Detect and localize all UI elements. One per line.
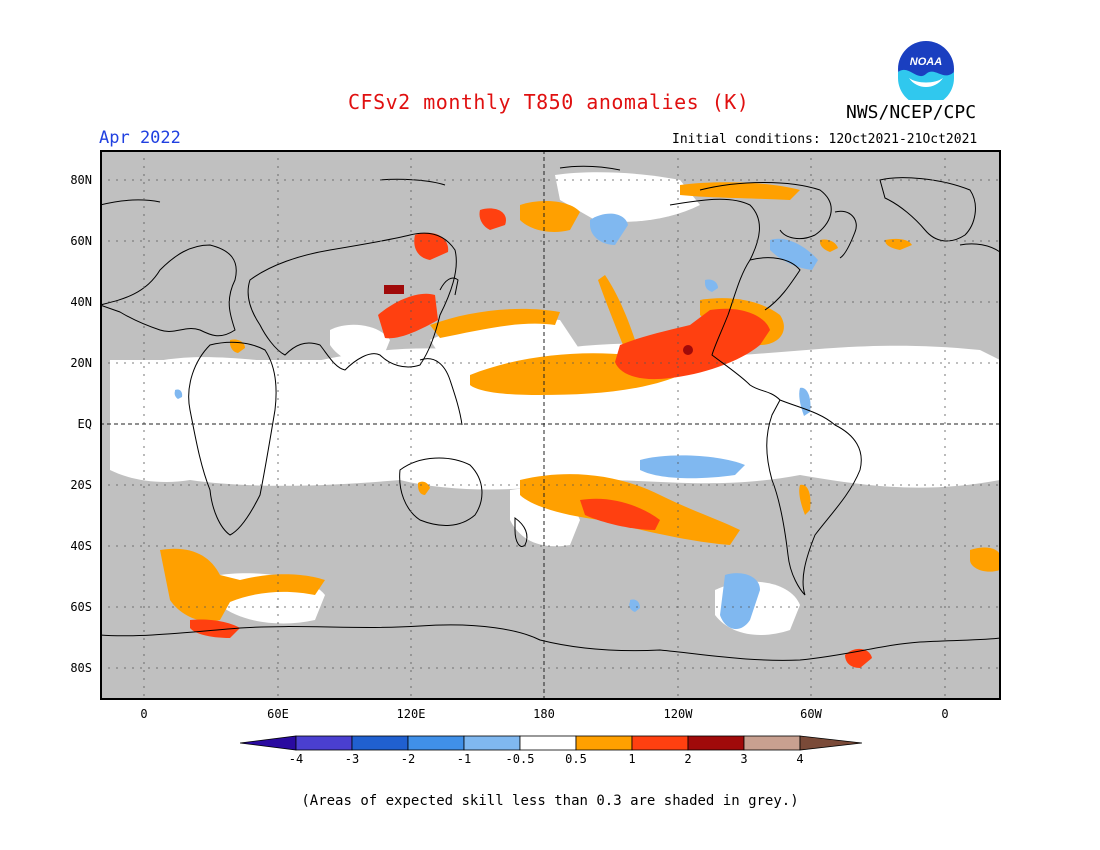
colorbar-seg-6 xyxy=(575,735,633,751)
colorbar-label: 4 xyxy=(796,752,804,766)
colorbar-seg-7 xyxy=(631,735,689,751)
colorbar-seg-10 xyxy=(799,735,862,751)
colorbar-label: -0.5 xyxy=(505,752,535,766)
lat-label-40n: 40N xyxy=(70,295,92,309)
colorbar-seg-8 xyxy=(687,735,745,751)
anomaly-neg-1-to-neg-0-5 xyxy=(174,213,818,630)
lon-label-120e: 120E xyxy=(396,707,426,721)
colorbar-label: -2 xyxy=(400,752,416,766)
colorbar-seg-1 xyxy=(295,735,353,751)
lon-label-60e: 60E xyxy=(267,707,289,721)
equator-dateline xyxy=(100,150,1001,700)
colorbar-seg-4 xyxy=(463,735,521,751)
colorbar-label: 1 xyxy=(628,752,636,766)
agency-label: NWS/NCEP/CPC xyxy=(846,102,977,123)
anomaly-1-to-2 xyxy=(190,208,872,668)
skill-footnote: (Areas of expected skill less than 0.3 a… xyxy=(301,793,799,809)
colorbar-label: 3 xyxy=(740,752,748,766)
lat-label-20n: 20N xyxy=(70,356,92,370)
map-title: CFSv2 monthly T850 anomalies (K) xyxy=(348,90,750,114)
coastlines xyxy=(100,165,1001,661)
white-regions xyxy=(110,172,1000,635)
lon-label-60w: 60W xyxy=(800,707,822,721)
colorbar-seg-0 xyxy=(240,735,297,751)
colorbar-seg-3 xyxy=(407,735,465,751)
lat-label-20s: 20S xyxy=(70,478,92,492)
lon-label-0-east: 0 xyxy=(941,707,949,721)
lon-label-180: 180 xyxy=(533,707,555,721)
colorbar-seg-5 xyxy=(519,735,577,751)
lat-label-60s: 60S xyxy=(70,600,92,614)
lon-label-0: 0 xyxy=(140,707,148,721)
noaa-logo-text: NOAA xyxy=(910,56,942,68)
colorbar-seg-9 xyxy=(743,735,801,751)
colorbar-label: -1 xyxy=(456,752,472,766)
colorbar-label: -3 xyxy=(344,752,360,766)
colorbar-label: 2 xyxy=(684,752,692,766)
colorbar-label: -4 xyxy=(288,752,304,766)
lon-label-120w: 120W xyxy=(663,707,693,721)
lat-label-40s: 40S xyxy=(70,539,92,553)
initial-conditions: Initial conditions: 12Oct2021-21Oct2021 xyxy=(672,132,978,147)
colorbar xyxy=(240,735,862,751)
noaa-logo: NOAA xyxy=(896,39,956,100)
anomaly-2-to-3 xyxy=(384,285,693,355)
map-frame xyxy=(100,150,1001,700)
lat-label-eq: EQ xyxy=(77,417,92,431)
lat-label-60n: 60N xyxy=(70,234,92,248)
colorbar-seg-2 xyxy=(351,735,409,751)
lat-label-80s: 80S xyxy=(70,661,92,675)
forecast-month: Apr 2022 xyxy=(99,128,181,148)
lat-label-80n: 80N xyxy=(70,173,92,187)
colorbar-label: 0.5 xyxy=(565,752,587,766)
anomaly-map xyxy=(100,150,1001,700)
